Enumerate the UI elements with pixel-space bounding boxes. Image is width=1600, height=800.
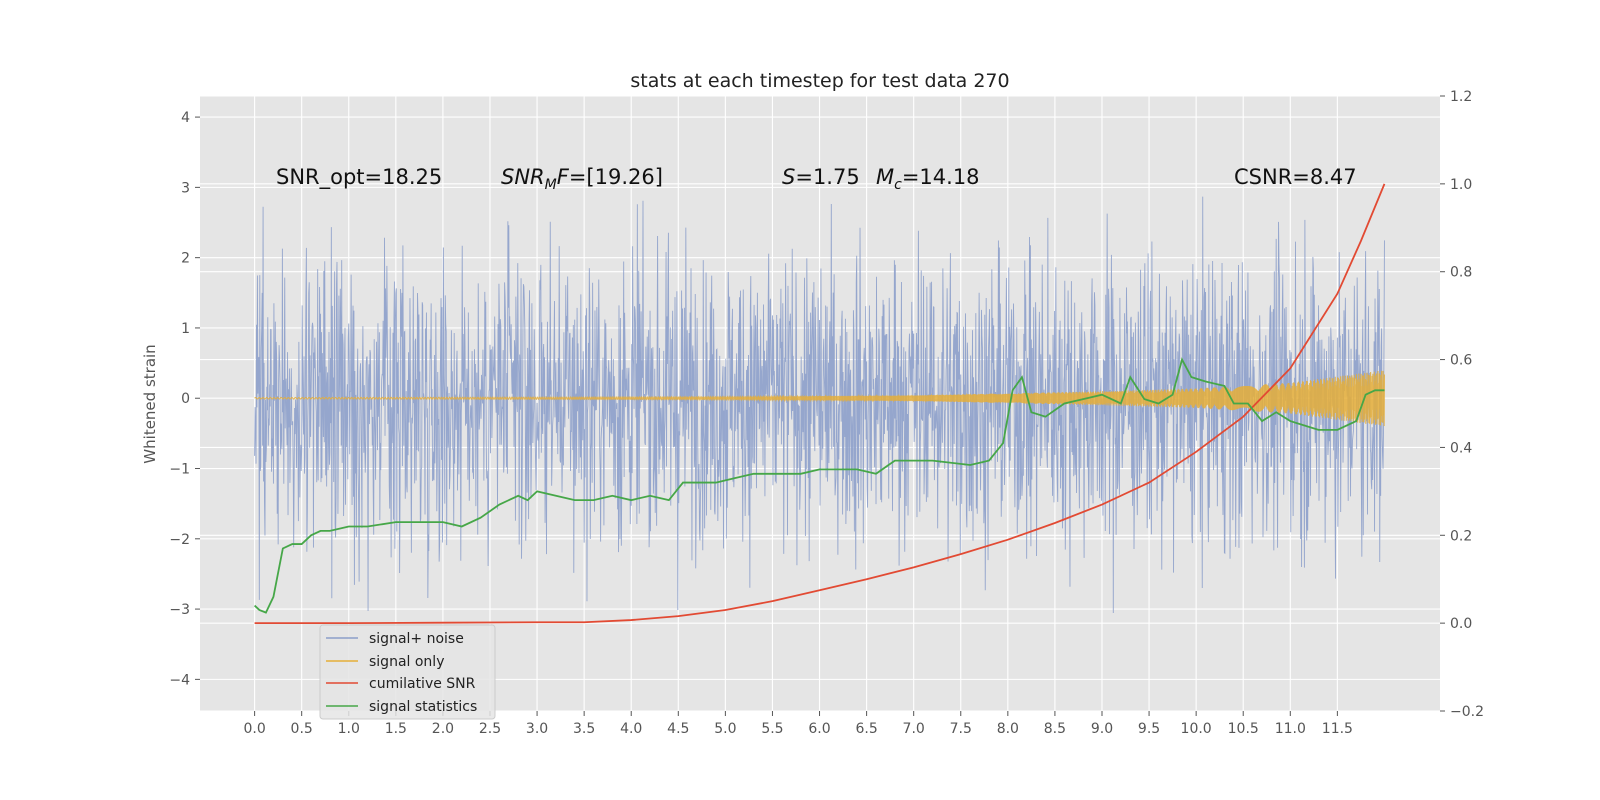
y-right-tick-label-4: 0.6 <box>1450 353 1472 369</box>
x-tick-label-9: 4.5 <box>667 721 689 737</box>
x-tick-label-16: 8.0 <box>997 721 1019 737</box>
x-tick-label-5: 2.5 <box>479 721 501 737</box>
x-tick-label-19: 9.5 <box>1138 721 1160 737</box>
y-right-tick-label-7: 1.2 <box>1450 89 1472 105</box>
x-tick-label-0: 0.0 <box>243 721 265 737</box>
signal-statistics-line <box>253 357 1385 614</box>
signal-only-line <box>254 370 1385 427</box>
right-axis-lines <box>253 183 1386 625</box>
x-tick-label-18: 9.0 <box>1091 721 1113 737</box>
annotation-snr-opt: SNR_opt=18.25 <box>276 165 442 190</box>
x-tick-label-13: 6.5 <box>855 721 877 737</box>
legend-item-cumulative-snr: cumilative SNR <box>326 676 476 692</box>
y-axis-label-left: Whitened strain <box>141 344 159 463</box>
legend-label-cumulative-snr: cumilative SNR <box>369 676 476 692</box>
y-right-tick-label-1: 0.0 <box>1450 616 1472 632</box>
x-tick-label-22: 11.0 <box>1275 721 1306 737</box>
y-left-tick-label-0: −4 <box>169 672 190 688</box>
x-tick-label-11: 5.5 <box>761 721 783 737</box>
annotation-s: S=1.75 <box>782 165 860 189</box>
signal-noise-line <box>254 196 1385 614</box>
signal-only-series <box>254 370 1385 427</box>
y-left-axis-ticks: −4 −3 −2 −1 0 1 2 3 4 <box>169 110 200 688</box>
y-right-tick-label-2: 0.2 <box>1450 528 1472 544</box>
y-right-tick-label-5: 0.8 <box>1450 265 1472 281</box>
y-left-tick-label-7: 3 <box>181 180 190 196</box>
y-left-tick-label-6: 2 <box>181 251 190 267</box>
annotations: SNR_opt=18.25 SNRMF=[19.26] S=1.75 Mc=14… <box>276 165 1357 193</box>
legend-label-signal-noise: signal+ noise <box>369 631 464 647</box>
signal-noise-series <box>254 196 1385 614</box>
annotation-snr-mf: SNRMF=[19.26] <box>501 165 663 193</box>
x-tick-label-4: 2.0 <box>432 721 454 737</box>
x-tick-label-2: 1.0 <box>338 721 360 737</box>
x-tick-label-15: 7.5 <box>950 721 972 737</box>
y-left-tick-label-1: −3 <box>169 602 190 618</box>
y-right-axis-ticks: −0.2 0.0 0.2 0.4 0.6 0.8 1.0 1.2 <box>1440 89 1484 720</box>
x-tick-label-21: 10.5 <box>1228 721 1259 737</box>
y-right-tick-label-6: 1.0 <box>1450 177 1472 193</box>
cumulative-snr-line <box>254 183 1386 625</box>
x-tick-label-17: 8.5 <box>1044 721 1066 737</box>
y-right-tick-label-0: −0.2 <box>1450 704 1484 720</box>
x-tick-label-12: 6.0 <box>808 721 830 737</box>
x-axis-ticks: 0.0 0.5 1.0 1.5 2.0 2.5 3.0 3.5 4.0 4.5 5.0 5.5 6.0 6… <box>243 711 1353 737</box>
legend-item-signal-noise: signal+ noise <box>326 631 464 647</box>
x-tick-label-6: 3.0 <box>526 721 548 737</box>
y-left-tick-label-3: −1 <box>169 462 190 478</box>
y-left-tick-label-4: 0 <box>181 391 190 407</box>
x-tick-label-1: 0.5 <box>291 721 313 737</box>
legend-box <box>319 624 496 720</box>
legend-label-signal-statistics: signal statistics <box>369 699 477 715</box>
x-tick-label-23: 11.5 <box>1322 721 1353 737</box>
legend-item-signal-statistics: signal statistics <box>326 699 477 715</box>
x-tick-label-10: 5.0 <box>714 721 736 737</box>
legend-item-signal-only: signal only <box>326 654 444 670</box>
legend-label-signal-only: signal only <box>369 654 444 670</box>
y-left-tick-label-8: 4 <box>181 110 190 126</box>
x-tick-label-8: 4.0 <box>620 721 642 737</box>
x-tick-label-14: 7.0 <box>903 721 925 737</box>
x-tick-label-7: 3.5 <box>573 721 595 737</box>
annotation-mc: Mc=14.18 <box>876 165 980 193</box>
annotation-csnr: CSNR=8.47 <box>1234 165 1357 189</box>
y-right-tick-label-3: 0.4 <box>1450 440 1472 456</box>
x-tick-label-3: 1.5 <box>385 721 407 737</box>
x-tick-label-20: 10.0 <box>1181 721 1212 737</box>
chart-title: stats at each timestep for test data 270 <box>630 70 1009 92</box>
y-left-tick-label-2: −2 <box>169 532 190 548</box>
legend: signal+ noise signal only cumilative SNR… <box>319 624 496 720</box>
y-left-tick-label-5: 1 <box>181 321 190 337</box>
